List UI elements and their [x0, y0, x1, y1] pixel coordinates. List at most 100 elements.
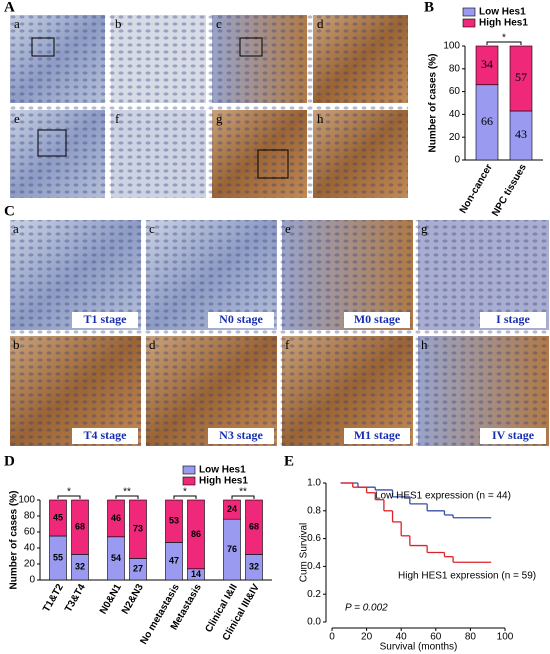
- y-tick-label: 60: [449, 86, 461, 97]
- y-tick-label: 0.6: [307, 533, 321, 544]
- image-label: b: [115, 16, 122, 31]
- y-tick-label: 0.2: [307, 589, 321, 600]
- category-label: N2&N3: [120, 582, 146, 616]
- zoom-box: [239, 37, 263, 57]
- significance-bracket: [486, 41, 522, 45]
- stage-tag: [480, 312, 546, 328]
- bar-segment: [223, 499, 241, 520]
- x-tick-label: 20: [361, 632, 373, 643]
- image-label: d: [149, 337, 156, 352]
- series-annotation: High HES1 expression (n = 59): [398, 571, 536, 582]
- stage-tag: [344, 312, 410, 328]
- image-label: f: [285, 337, 290, 352]
- x-axis-title: Survival (months): [380, 642, 458, 653]
- y-axis-title: Number of cases (%): [428, 54, 439, 153]
- value-label: 73: [133, 524, 143, 534]
- stage-label: M1 stage: [354, 428, 401, 442]
- image-label: e: [14, 111, 20, 126]
- stage-tag: [208, 312, 274, 328]
- value-label: 86: [191, 529, 201, 539]
- y-tick-label: 0: [454, 155, 460, 166]
- legend-label: High Hes1: [479, 18, 528, 29]
- y-axis-title: Number of cases (%): [9, 491, 20, 590]
- y-tick-label: 0.4: [307, 561, 321, 572]
- y-tick-label: 80: [24, 511, 36, 522]
- value-label: 45: [53, 512, 63, 522]
- significance-mark: *: [67, 487, 71, 498]
- bar-segment: [49, 499, 67, 537]
- y-tick-label: 60: [24, 527, 36, 538]
- significance-bracket: [173, 495, 197, 499]
- y-tick-label: 100: [443, 41, 460, 52]
- image-label: a: [14, 16, 20, 31]
- significance-mark: *: [183, 487, 187, 498]
- y-tick-label: 0.0: [307, 617, 321, 628]
- value-label: 43: [515, 127, 527, 141]
- legend-swatch: [462, 7, 476, 17]
- stage-label: I stage: [496, 312, 530, 326]
- cell-texture: [10, 15, 408, 198]
- stage-label: T1 stage: [84, 312, 128, 326]
- micrographs: [10, 15, 549, 446]
- value-label: 76: [227, 544, 237, 554]
- value-label: 32: [75, 562, 85, 572]
- x-tick-label: 60: [430, 632, 442, 643]
- panel-label: B: [424, 0, 434, 15]
- zoom-box: [37, 129, 67, 157]
- y-tick-label: 1.0: [307, 478, 321, 489]
- stage-tag: [480, 428, 546, 444]
- bar-segment: [509, 45, 533, 112]
- stage-label: IV stage: [492, 428, 535, 442]
- bar-segment: [129, 499, 147, 559]
- y-tick-label: 100: [18, 495, 35, 506]
- bar-segment: [187, 499, 205, 570]
- y-axis-title: Cum Survival: [299, 523, 310, 582]
- stage-label: T4 stage: [84, 428, 128, 442]
- value-label: 24: [227, 504, 237, 514]
- value-label: 55: [53, 552, 63, 562]
- significance-bracket: [57, 495, 81, 499]
- stage-tag: [344, 428, 410, 444]
- stage-tag: [208, 428, 274, 444]
- panel-label: D: [4, 453, 15, 469]
- image-label: h: [421, 337, 428, 352]
- y-tick-label: 20: [24, 559, 36, 570]
- legend-label: High Hes1: [199, 476, 248, 487]
- zoom-box: [257, 149, 289, 179]
- cell-texture: [10, 220, 549, 446]
- image-label: h: [317, 111, 324, 126]
- series-annotation: Low HES1 expression (n = 44): [375, 491, 511, 502]
- x-tick-label: 100: [497, 632, 514, 643]
- p-value: P = 0.002: [345, 603, 388, 614]
- y-tick-label: 20: [449, 132, 461, 143]
- legend-swatch: [182, 476, 196, 486]
- x-tick-label: 0: [329, 632, 335, 643]
- zoom-box: [31, 37, 55, 57]
- value-label: 32: [249, 562, 259, 572]
- stage-tag: [72, 428, 138, 444]
- y-tick-label: 0: [29, 575, 35, 586]
- y-tick-label: 0.8: [307, 505, 321, 516]
- image-label: d: [317, 16, 324, 31]
- value-label: 57: [515, 70, 527, 84]
- stage-tag: [72, 312, 138, 328]
- value-label: 54: [111, 553, 121, 563]
- image-label: g: [216, 111, 223, 126]
- bar-segment: [475, 45, 499, 86]
- image-label: g: [421, 221, 428, 236]
- value-label: 68: [75, 522, 85, 532]
- panel-label: C: [4, 203, 15, 219]
- value-label: 66: [481, 114, 493, 128]
- bar-segment: [245, 499, 263, 555]
- y-tick-label: 80: [449, 63, 461, 74]
- value-label: 34: [481, 57, 493, 71]
- image-label: a: [13, 221, 19, 236]
- legend-swatch: [462, 18, 476, 28]
- stage-label: M0 stage: [354, 312, 401, 326]
- panel-label: E: [284, 453, 294, 469]
- value-label: 27: [133, 564, 143, 574]
- stage-label: N3 stage: [219, 428, 263, 442]
- image-label: f: [115, 111, 120, 126]
- stage-label: N0 stage: [219, 312, 263, 326]
